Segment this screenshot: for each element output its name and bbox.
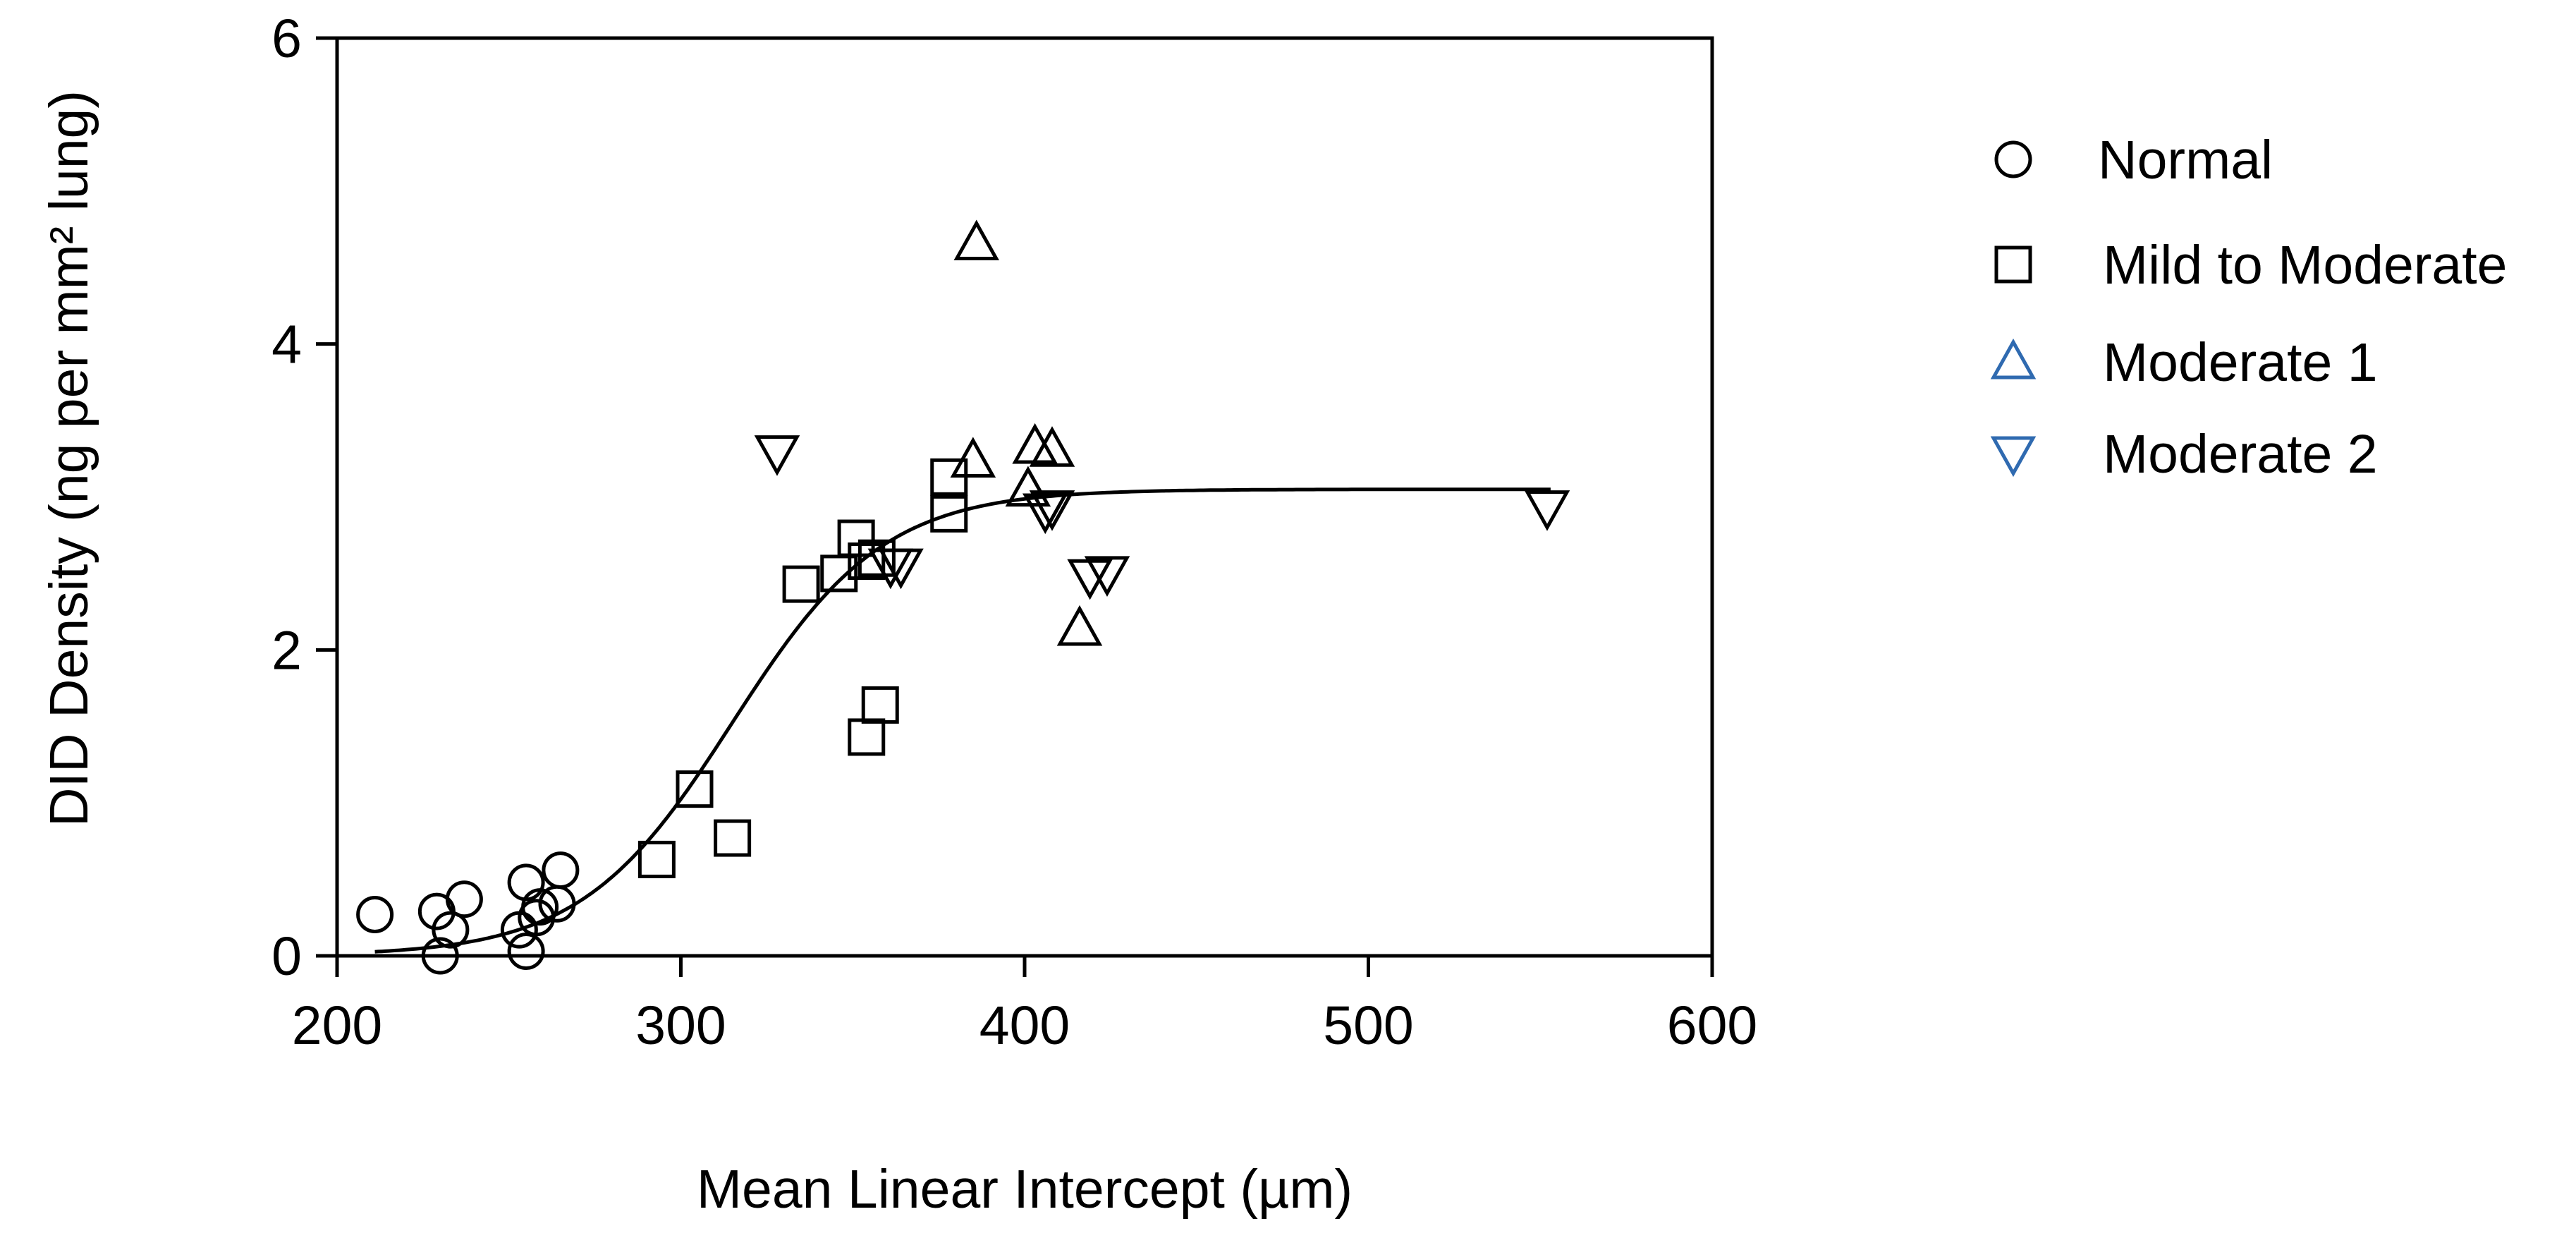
x-tick-label: 500: [1323, 995, 1413, 1056]
legend-label: Mild to Moderate: [2103, 235, 2507, 296]
data-point-circle: [445, 880, 483, 918]
legend-item: Mild to Moderate: [1994, 235, 2507, 296]
y-tick-label: 4: [271, 315, 302, 375]
data-point-square: [848, 718, 886, 756]
data-points: [356, 219, 1570, 975]
data-point-square: [861, 686, 899, 724]
series-moderate-1: [950, 219, 1103, 646]
sigmoid-fit-line: [374, 487, 1551, 954]
y-tick-label: 2: [271, 620, 302, 681]
data-point-triangle-down: [878, 548, 924, 590]
legend-marker-triangle-down: [1990, 436, 2037, 478]
legend-marker-square: [1994, 245, 2032, 284]
x-tick-label: 200: [292, 995, 382, 1056]
y-tick-label: 0: [271, 926, 302, 987]
y-tick-label: 6: [271, 8, 302, 69]
legend-item: Normal: [1994, 130, 2273, 190]
data-point-square: [930, 494, 968, 533]
data-point-circle: [507, 932, 545, 970]
y-axis-title: DID Density (ng per mm² lung): [39, 90, 99, 827]
data-point-triangle-up: [1029, 426, 1075, 467]
data-point-square: [848, 542, 886, 581]
data-point-triangle-up: [950, 437, 996, 478]
data-point-triangle-up: [1005, 466, 1051, 507]
data-point-triangle-down: [1022, 493, 1068, 535]
data-point-circle: [432, 911, 470, 949]
axis-ticks: 200 300 400 500 600 0 2 4 6: [271, 8, 1757, 1056]
series-mild-to-moderate: [637, 458, 968, 878]
legend-label: Normal: [2098, 130, 2273, 190]
fit-curve: [374, 487, 1551, 954]
x-tick-label: 600: [1667, 995, 1757, 1056]
data-point-triangle-up: [1012, 423, 1058, 464]
data-point-square: [857, 539, 896, 577]
series-normal: [356, 851, 580, 975]
data-point-circle: [356, 895, 394, 933]
data-point-triangle-down: [1084, 556, 1130, 597]
data-point-circle: [521, 888, 559, 926]
data-point-triangle-down: [1067, 559, 1113, 600]
legend-label: Moderate 2: [2103, 424, 2378, 485]
data-point-triangle-down: [1029, 490, 1075, 531]
legend-marker-circle: [1994, 140, 2032, 178]
legend-label: Moderate 1: [2103, 332, 2378, 393]
data-point-triangle-up: [953, 219, 1000, 261]
data-point-square: [782, 565, 820, 603]
data-point-circle: [421, 937, 459, 975]
x-axis-title: Mean Linear Intercept (µm): [697, 1159, 1353, 1220]
legend-item: Moderate 1: [1990, 332, 2378, 393]
axis-titles: Mean Linear Intercept (µm) DID Density (…: [39, 90, 1353, 1220]
data-point-circle: [542, 851, 580, 890]
legend-item: Moderate 2: [1990, 424, 2378, 485]
data-point-square: [837, 519, 875, 557]
data-point-triangle-down: [1524, 490, 1570, 531]
data-point-triangle-up: [1056, 605, 1103, 646]
x-tick-label: 300: [635, 995, 726, 1056]
data-point-square: [714, 819, 752, 857]
data-point-triangle-down: [754, 435, 800, 476]
x-tick-label: 400: [979, 995, 1070, 1056]
legend: Normal Mild to Moderate Moderate 1 Moderate…: [1990, 130, 2507, 485]
legend-marker-triangle-up: [1990, 338, 2037, 380]
data-point-square: [637, 840, 676, 878]
series-moderate-2: [754, 435, 1570, 600]
data-point-square: [676, 770, 714, 808]
